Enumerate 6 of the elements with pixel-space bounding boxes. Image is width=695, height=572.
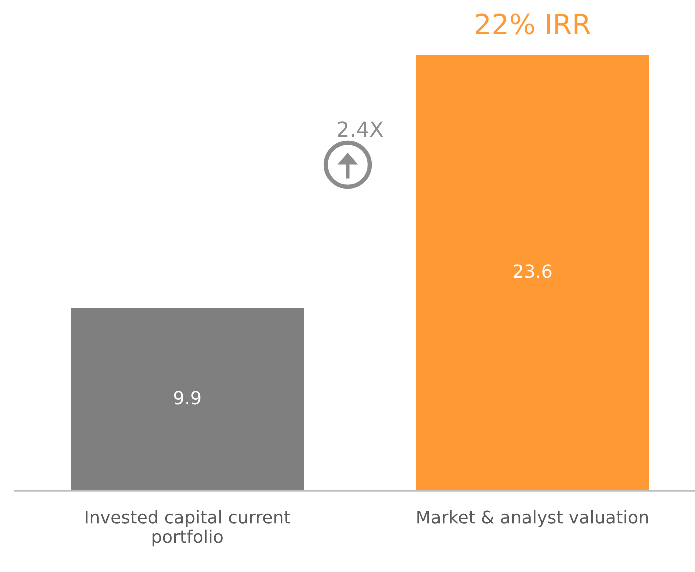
x-tick-label: Market & analyst valuation: [418, 510, 648, 528]
text: 22% IRR: [476, 14, 591, 35]
x-tick-label: Invested capital current portfolio: [86, 510, 290, 547]
annotation: 2.4X: [338, 122, 384, 138]
data-label: 9.9: [174, 391, 201, 405]
data-label: 23.6: [514, 264, 552, 278]
